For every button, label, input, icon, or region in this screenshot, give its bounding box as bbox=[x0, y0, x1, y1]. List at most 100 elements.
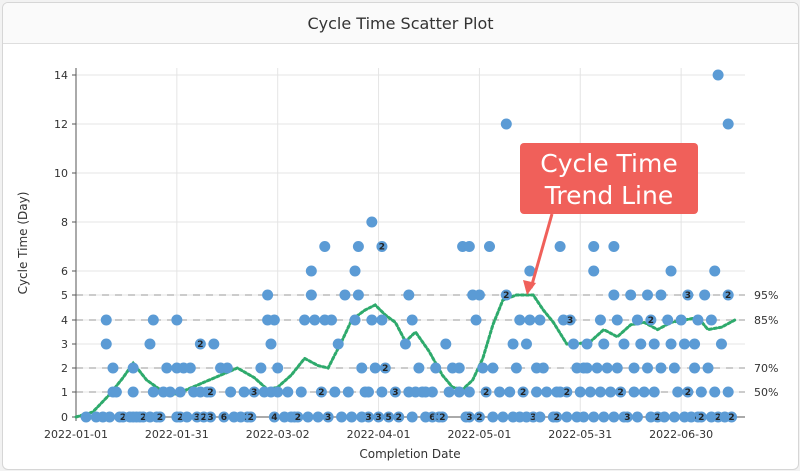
point-count-label: 2 bbox=[503, 291, 509, 301]
data-point bbox=[272, 386, 284, 398]
data-point bbox=[561, 386, 573, 398]
point-count-label: 3 bbox=[194, 413, 200, 423]
data-point bbox=[504, 386, 516, 398]
data-point bbox=[655, 289, 667, 301]
data-point bbox=[689, 338, 701, 350]
y-tick-label: 2 bbox=[61, 362, 68, 375]
point-count-label: 2 bbox=[554, 413, 560, 423]
callout-line-1: Cycle Time bbox=[540, 149, 677, 178]
data-point bbox=[598, 411, 610, 423]
percentile-label: 95% bbox=[754, 289, 778, 302]
data-point bbox=[561, 411, 573, 423]
data-point bbox=[608, 411, 620, 423]
point-count-label: 2 bbox=[520, 388, 526, 398]
data-point bbox=[722, 386, 734, 398]
data-point bbox=[473, 289, 485, 301]
data-point bbox=[514, 314, 526, 326]
data-point bbox=[362, 386, 374, 398]
data-point bbox=[221, 362, 233, 374]
data-point bbox=[631, 411, 643, 423]
data-point bbox=[127, 386, 139, 398]
data-point bbox=[107, 362, 119, 374]
data-point bbox=[689, 362, 701, 374]
point-count-label: 4 bbox=[271, 413, 277, 423]
data-point bbox=[591, 362, 603, 374]
data-point bbox=[588, 265, 600, 277]
data-point bbox=[171, 314, 183, 326]
data-point bbox=[356, 362, 368, 374]
x-tick-label: 2022-03-02 bbox=[246, 428, 310, 441]
x-axis-title: Completion Date bbox=[359, 447, 460, 461]
point-count-label: 2 bbox=[318, 388, 324, 398]
data-point bbox=[635, 338, 647, 350]
data-point bbox=[699, 289, 711, 301]
y-tick-label: 3 bbox=[61, 338, 68, 351]
data-point bbox=[376, 241, 388, 252]
point-count-label: 2 bbox=[207, 388, 213, 398]
callout-arrow-head bbox=[523, 280, 536, 295]
data-point bbox=[709, 265, 721, 277]
data-point bbox=[712, 69, 724, 81]
point-count-label: 2 bbox=[698, 413, 704, 423]
data-point bbox=[608, 289, 620, 301]
point-count-label: 2 bbox=[728, 413, 734, 423]
data-point bbox=[325, 314, 337, 326]
point-count-label: 2 bbox=[382, 364, 388, 374]
data-point bbox=[100, 338, 112, 350]
data-point bbox=[443, 386, 455, 398]
y-tick-label: 1 bbox=[61, 386, 68, 399]
data-point bbox=[631, 314, 643, 326]
data-point bbox=[80, 411, 92, 423]
point-count-label: 2 bbox=[140, 413, 146, 423]
data-point bbox=[581, 362, 593, 374]
point-count-label: 2 bbox=[476, 413, 482, 423]
trend-line-path bbox=[74, 293, 737, 419]
data-point bbox=[282, 386, 294, 398]
point-count-label: 2 bbox=[197, 340, 203, 350]
percentile-label: 85% bbox=[754, 314, 778, 327]
data-point bbox=[147, 314, 159, 326]
data-point bbox=[608, 241, 620, 252]
data-point bbox=[305, 265, 317, 277]
data-point bbox=[584, 386, 596, 398]
data-point bbox=[389, 386, 401, 398]
data-point bbox=[594, 314, 606, 326]
point-count-label: 2 bbox=[177, 413, 183, 423]
point-count-label: 2 bbox=[295, 413, 301, 423]
data-point bbox=[722, 289, 734, 301]
data-point bbox=[487, 411, 499, 423]
data-point bbox=[678, 338, 690, 350]
data-point bbox=[655, 362, 667, 374]
point-count-label: 3 bbox=[624, 413, 630, 423]
data-point bbox=[174, 386, 186, 398]
data-point bbox=[605, 386, 617, 398]
data-point bbox=[453, 386, 465, 398]
data-point bbox=[507, 338, 519, 350]
data-point bbox=[238, 386, 250, 398]
data-point bbox=[245, 411, 257, 423]
y-tick-label: 0 bbox=[61, 411, 68, 424]
data-point bbox=[611, 314, 623, 326]
data-point bbox=[299, 314, 311, 326]
data-point bbox=[625, 289, 637, 301]
data-point bbox=[104, 411, 116, 423]
x-tick-labels: 2022-01-01 2022-01-31 2022-03-02 2022-04-01… bbox=[44, 417, 713, 441]
data-point bbox=[309, 314, 321, 326]
data-point bbox=[618, 338, 630, 350]
point-count-label: 2 bbox=[725, 291, 731, 301]
point-count-label: 2 bbox=[201, 413, 207, 423]
data-point bbox=[517, 386, 529, 398]
data-point bbox=[349, 265, 361, 277]
data-point bbox=[473, 411, 485, 423]
data-point bbox=[541, 386, 553, 398]
point-count-label: 3 bbox=[392, 388, 398, 398]
data-point bbox=[648, 386, 660, 398]
data-point bbox=[332, 338, 344, 350]
data-point bbox=[709, 386, 721, 398]
data-point bbox=[322, 411, 334, 423]
data-point bbox=[642, 289, 654, 301]
point-count-label: 2 bbox=[685, 388, 691, 398]
y-tick-label: 4 bbox=[61, 314, 68, 327]
y-tick-label: 8 bbox=[61, 216, 68, 229]
data-point bbox=[406, 411, 418, 423]
